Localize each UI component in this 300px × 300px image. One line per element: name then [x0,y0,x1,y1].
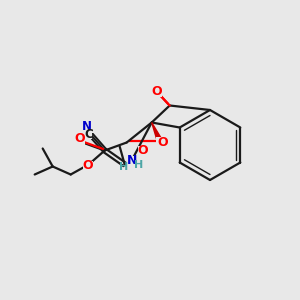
Bar [156,136,166,146]
Text: O: O [152,85,162,98]
Bar [152,86,162,97]
Text: O: O [137,144,148,157]
Text: N: N [127,154,137,167]
Bar [84,130,92,139]
Text: N: N [82,120,92,133]
Bar [82,122,94,133]
Text: O: O [158,136,168,149]
Text: O: O [82,159,93,172]
Bar [83,160,93,170]
Text: H: H [119,163,128,172]
Polygon shape [152,122,162,142]
Text: H: H [134,160,143,170]
Text: O: O [74,132,85,145]
Bar [75,134,85,145]
Bar [127,155,137,166]
Text: C: C [84,128,93,141]
Bar [138,146,148,155]
